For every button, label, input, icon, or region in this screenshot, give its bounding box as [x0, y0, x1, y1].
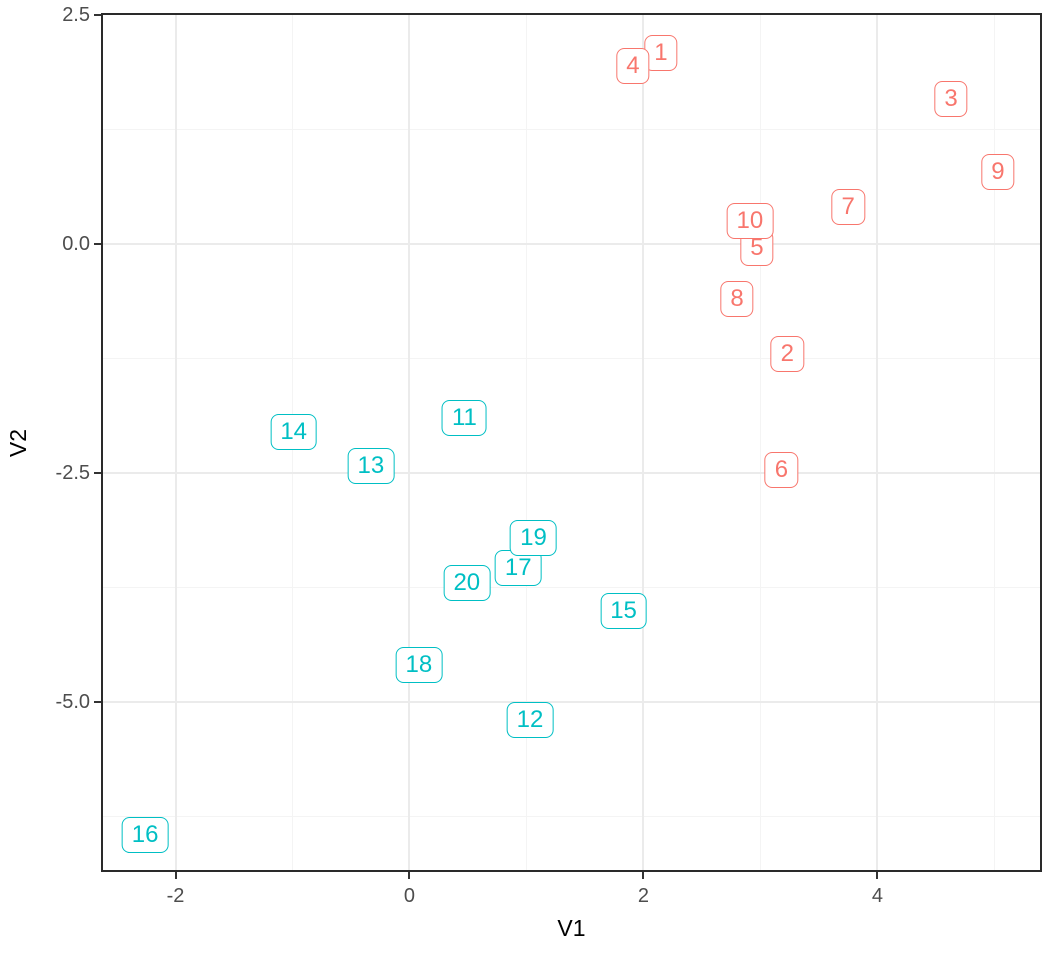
gridline-x-minor [525, 15, 527, 870]
point-label-16: 16 [121, 817, 169, 854]
x-tick-label: -2 [166, 885, 185, 907]
gridline-x-major [876, 15, 879, 870]
gridline-x-major [642, 15, 645, 870]
point-label-14: 14 [270, 413, 318, 450]
point-label-3: 3 [934, 81, 968, 118]
gridline-y-minor [103, 816, 1040, 818]
gridline-y-minor [103, 587, 1040, 589]
point-label-7: 7 [831, 188, 865, 225]
y-tick-label: -5.0 [55, 691, 90, 714]
x-tick-mark [642, 872, 645, 879]
point-label-19: 19 [510, 520, 557, 557]
x-axis-title: V1 [557, 915, 586, 941]
point-label-1: 1 [644, 34, 678, 71]
x-tick-label: 0 [403, 885, 416, 907]
gridline-x-minor [993, 15, 995, 870]
point-label-10: 10 [726, 203, 774, 240]
point-label-20: 20 [443, 565, 491, 602]
y-tick-label: 0.0 [62, 233, 90, 256]
point-label-11: 11 [441, 400, 487, 437]
point-label-9: 9 [981, 153, 1015, 190]
y-axis-title: V2 [5, 428, 31, 457]
y-tick-mark [94, 472, 101, 475]
point-label-15: 15 [600, 592, 647, 629]
point-label-18: 18 [395, 646, 443, 683]
point-label-13: 13 [347, 447, 395, 484]
gridline-x-minor [759, 15, 761, 870]
x-tick-label: 2 [637, 885, 649, 907]
y-tick-label: 2.5 [62, 4, 90, 26]
y-tick-mark [94, 243, 101, 246]
gridline-y-major [103, 472, 1040, 475]
y-tick-label: -2.5 [55, 462, 90, 485]
point-label-2: 2 [770, 336, 804, 373]
x-tick-mark [408, 872, 411, 879]
gridline-y-minor [103, 358, 1040, 360]
point-label-6: 6 [764, 451, 799, 488]
x-tick-mark [876, 872, 879, 879]
gridline-y-major [103, 701, 1040, 704]
gridline-x-major [408, 15, 411, 870]
gridline-y-minor [103, 129, 1040, 131]
y-tick-mark [94, 701, 101, 704]
gridline-y-major [103, 243, 1040, 246]
x-tick-mark [174, 872, 177, 879]
point-label-4: 4 [616, 48, 650, 85]
y-tick-mark [94, 14, 101, 16]
plot-panel-border [101, 13, 1042, 872]
point-label-12: 12 [506, 701, 554, 738]
gridline-x-major [174, 15, 177, 870]
point-label-8: 8 [720, 281, 754, 318]
x-tick-label: 4 [871, 885, 883, 907]
